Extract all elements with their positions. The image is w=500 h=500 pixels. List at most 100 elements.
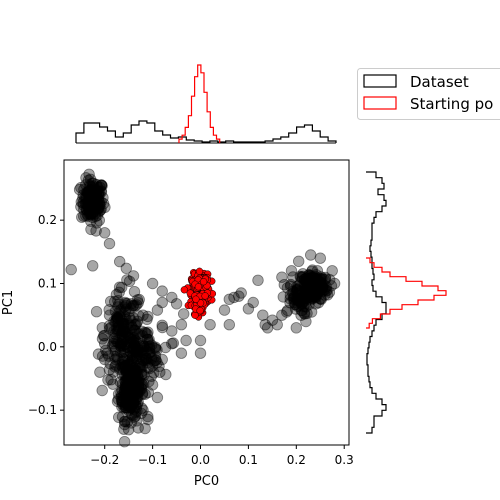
dataset-point-marker xyxy=(135,380,147,392)
dataset-point-marker xyxy=(75,181,87,194)
dataset-point-marker xyxy=(131,391,144,403)
dataset-point-marker xyxy=(116,396,129,408)
dataset-point-marker xyxy=(118,318,130,331)
dataset-point-marker xyxy=(116,398,129,410)
dataset-point-marker xyxy=(122,404,135,417)
dataset-point-marker xyxy=(103,364,116,376)
dataset-point-marker xyxy=(128,382,140,394)
dataset-point-marker xyxy=(132,362,144,375)
dataset-point-marker xyxy=(85,208,97,221)
dataset-point-marker xyxy=(121,341,133,354)
dataset-point-marker xyxy=(266,314,279,326)
dataset-point-marker xyxy=(131,369,144,381)
dataset-point-marker xyxy=(77,189,89,201)
dataset-point-marker xyxy=(135,382,147,394)
dataset-point-marker xyxy=(133,293,145,306)
dataset-point-marker xyxy=(129,410,142,423)
dataset-point-marker xyxy=(309,286,322,298)
dataset-point-marker xyxy=(128,286,141,298)
dataset-point-marker xyxy=(133,328,146,340)
dataset-point-marker xyxy=(310,292,322,304)
dataset-point-marker xyxy=(143,340,156,353)
dataset-point-marker xyxy=(127,299,140,312)
dataset-point-marker xyxy=(122,400,135,412)
dataset-point-marker xyxy=(125,409,138,421)
dataset-point-marker xyxy=(306,264,319,276)
dataset-point-marker xyxy=(133,310,145,322)
dataset-point-marker xyxy=(121,372,134,384)
dataset-point-marker xyxy=(96,333,109,345)
dataset-point-marker xyxy=(109,332,121,344)
dataset-point-marker xyxy=(291,293,303,305)
dataset-point-marker xyxy=(122,355,135,367)
dataset-point-marker xyxy=(83,168,95,181)
x-tick-label: 0.3 xyxy=(335,453,354,467)
dataset-point-marker xyxy=(77,192,89,205)
dataset-point-marker xyxy=(128,396,140,408)
legend-swatch-starting xyxy=(363,96,397,110)
dataset-point-marker xyxy=(308,283,320,296)
dataset-point-marker xyxy=(104,358,116,370)
dataset-point-marker xyxy=(307,289,319,301)
x-tick-label: 0.1 xyxy=(239,453,258,467)
dataset-point-marker xyxy=(126,380,138,393)
dataset-point-marker xyxy=(111,312,124,325)
dataset-point-marker xyxy=(93,187,105,199)
dataset-point-marker xyxy=(117,318,130,330)
dataset-point-marker xyxy=(311,278,323,290)
dataset-point-marker xyxy=(297,291,309,304)
dataset-point-marker xyxy=(130,345,142,358)
histogram-step-line xyxy=(178,64,221,144)
dataset-point-marker xyxy=(113,310,126,322)
dataset-point-marker xyxy=(123,397,135,409)
dataset-point-marker xyxy=(132,422,144,434)
dataset-point-marker xyxy=(129,374,141,386)
starting-point-marker xyxy=(180,286,188,294)
dataset-point-marker xyxy=(126,368,138,381)
dataset-point-marker xyxy=(129,389,142,401)
dataset-point-marker xyxy=(127,336,140,348)
dataset-point-marker xyxy=(84,173,97,186)
dataset-point-marker xyxy=(88,196,101,208)
dataset-point-marker xyxy=(233,290,245,302)
dataset-point-marker xyxy=(115,359,128,371)
dataset-point-marker xyxy=(271,319,283,331)
dataset-point-marker xyxy=(126,376,138,388)
dataset-point-marker xyxy=(86,211,99,224)
dataset-point-marker xyxy=(115,346,127,358)
dataset-point-marker xyxy=(128,343,140,355)
dataset-point-marker xyxy=(134,341,147,353)
dataset-point-marker xyxy=(156,319,168,332)
dataset-point-marker xyxy=(120,374,133,386)
dataset-point-marker xyxy=(301,307,313,320)
dataset-point-marker xyxy=(119,311,131,323)
dataset-point-marker xyxy=(132,386,144,398)
dataset-point-marker xyxy=(120,262,133,275)
dataset-point-marker xyxy=(130,379,142,391)
dataset-point-marker xyxy=(116,369,129,381)
dataset-point-marker xyxy=(114,338,127,350)
dataset-point-marker xyxy=(84,180,97,192)
dataset-point-marker xyxy=(137,404,149,416)
dataset-point-marker xyxy=(82,174,95,187)
dataset-point-marker xyxy=(95,196,107,208)
dataset-point-marker xyxy=(89,208,101,220)
dataset-point-marker xyxy=(126,399,138,412)
dataset-point-marker xyxy=(285,265,298,277)
dataset-point-marker xyxy=(306,292,318,304)
dataset-point-marker xyxy=(139,326,151,339)
x-axis-ticks: −0.2 −0.1 0.0 0.1 0.2 0.3 xyxy=(90,445,354,467)
dataset-point-marker xyxy=(138,340,150,353)
dataset-point-marker xyxy=(130,318,142,331)
dataset-point-marker xyxy=(300,301,312,313)
dataset-point-marker xyxy=(127,312,139,324)
dataset-point-marker xyxy=(302,280,315,293)
dataset-point-marker xyxy=(132,379,145,391)
dataset-point-marker xyxy=(87,184,99,196)
dataset-point-marker xyxy=(298,307,310,319)
dataset-point-marker xyxy=(96,384,108,397)
dataset-point-marker xyxy=(151,344,163,356)
dataset-point-marker xyxy=(91,185,103,197)
dataset-point-marker xyxy=(301,288,313,300)
dataset-point-marker xyxy=(287,285,299,298)
